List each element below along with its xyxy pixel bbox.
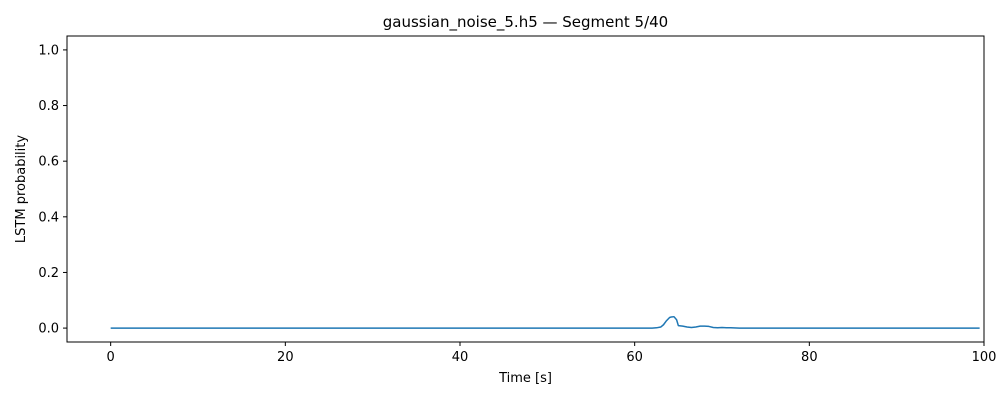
y-tick-label: 0.8 bbox=[38, 99, 59, 114]
x-tick-label: 20 bbox=[277, 350, 294, 365]
chart-title: gaussian_noise_5.h5 — Segment 5/40 bbox=[383, 13, 668, 32]
plot-frame bbox=[66, 35, 985, 343]
x-tick-label: 80 bbox=[801, 350, 818, 365]
series-line bbox=[110, 315, 980, 329]
x-axis-ticks: 0 20 40 60 80 100 bbox=[107, 342, 997, 365]
series-layer bbox=[110, 315, 980, 329]
x-axis-label: Time [s] bbox=[498, 371, 552, 386]
y-tick-label: 0.0 bbox=[38, 322, 59, 337]
y-tick-label: 0.2 bbox=[38, 266, 59, 281]
y-axis-ticks: 0.0 0.2 0.4 0.6 0.8 1.0 bbox=[38, 43, 67, 337]
x-tick-label: 0 bbox=[107, 350, 115, 365]
plot-background bbox=[67, 36, 984, 342]
y-tick-label: 0.4 bbox=[38, 210, 59, 225]
x-tick-label: 60 bbox=[626, 350, 643, 365]
y-axis-label: LSTM probability bbox=[14, 135, 29, 243]
plot-area bbox=[66, 35, 985, 343]
y-tick-label: 0.6 bbox=[38, 155, 59, 170]
y-tick-label: 1.0 bbox=[38, 43, 59, 58]
x-tick-label: 40 bbox=[452, 350, 469, 365]
x-tick-label: 100 bbox=[972, 350, 997, 365]
